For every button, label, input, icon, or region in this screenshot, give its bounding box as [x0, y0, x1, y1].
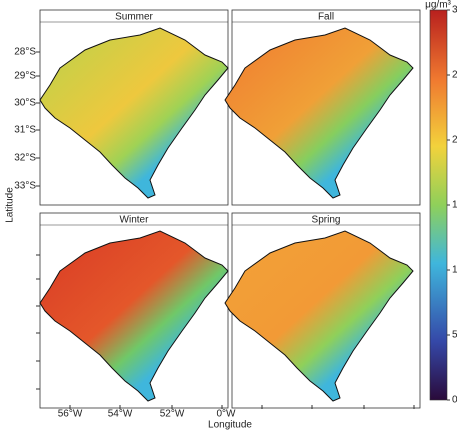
- colorbar-tick-label: 15: [452, 200, 457, 211]
- panel-title: Summer: [115, 12, 153, 23]
- x-tick-label: 56°W: [58, 409, 83, 420]
- colorbar-unit: μg/m³: [425, 0, 451, 11]
- colorbar-tick-label: 10: [452, 265, 457, 276]
- x-tick-label: 0°W: [217, 409, 237, 420]
- x-axis-label: Longitude: [208, 420, 252, 431]
- colorbar-tick-label: 20: [452, 135, 457, 146]
- y-tick-label: 31°S: [14, 125, 36, 136]
- y-tick-label: 30°S: [14, 98, 36, 109]
- y-tick-label: 28°S: [14, 47, 36, 58]
- y-tick-label: 29°S: [14, 71, 36, 82]
- panel-title: Winter: [120, 215, 150, 226]
- region-map: [39, 27, 229, 199]
- y-tick-label: 33°S: [14, 181, 36, 192]
- region-map: [39, 230, 229, 402]
- panel-title: Fall: [318, 12, 334, 23]
- x-tick-label: 52°W: [160, 409, 185, 420]
- y-axis-label: Latitude: [5, 187, 16, 223]
- colorbar-tick-label: 25: [452, 70, 457, 81]
- x-tick-label: 54°W: [108, 409, 133, 420]
- region-map: [224, 230, 414, 402]
- colorbar-tick-label: 0: [452, 395, 457, 406]
- panel-title: Spring: [312, 215, 341, 226]
- region-map: [224, 27, 414, 199]
- colorbar-tick-label: 5: [452, 330, 457, 341]
- y-tick-label: 32°S: [14, 153, 36, 164]
- colorbar-tick-label: 30: [452, 5, 457, 16]
- colorbar: [429, 9, 448, 401]
